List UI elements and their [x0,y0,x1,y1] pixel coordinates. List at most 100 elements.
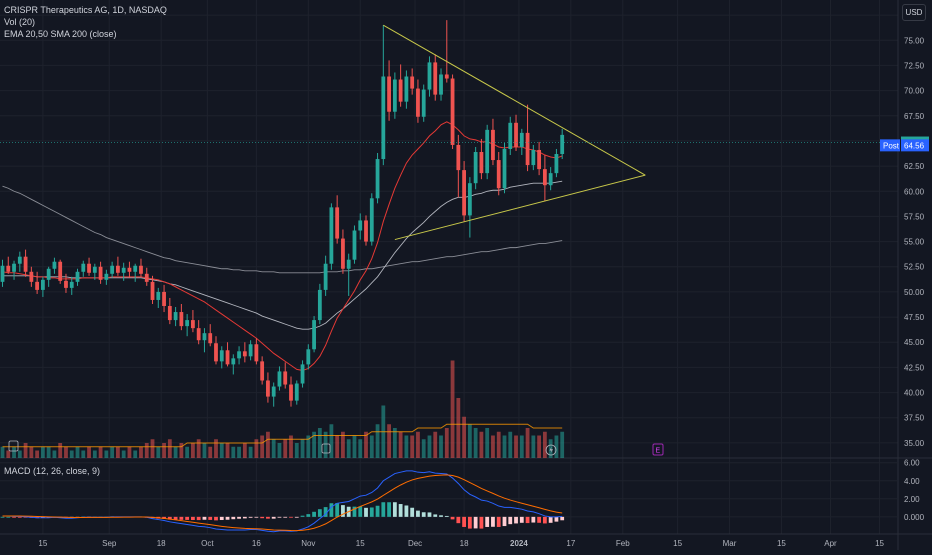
currency-button[interactable]: USD [902,4,926,21]
price-axis-tick: 60.00 [904,187,925,196]
macd-histogram-bar [508,516,513,525]
candle-body [398,79,403,102]
volume-bar [191,443,195,458]
post-price-tag [901,139,929,152]
candle-body [335,207,340,239]
volume-bar [346,439,351,458]
volume-bar [139,446,143,458]
macd-histogram-bar [369,507,374,517]
volume-bar [433,431,438,458]
volume-bar [450,360,455,458]
volume-bar [369,435,374,458]
volume-bar [81,450,86,458]
candle-body [40,279,45,290]
candle-body [346,259,351,269]
candle-body [35,281,40,290]
candle-body [196,328,201,341]
candle-body [329,207,334,264]
post-price-label: 64.56 [904,141,925,150]
volume-bar [317,428,322,458]
macd-histogram-bar [525,516,530,524]
volume-indicator-label[interactable]: Vol (20) [4,17,36,27]
macd-histogram-bar [514,516,518,524]
macd-histogram-bar [260,516,265,519]
macd-histogram-bar [398,504,403,517]
candle-body [173,312,178,321]
bolt-icon [549,446,553,454]
macd-histogram-bar [467,516,472,529]
candle-body [317,289,322,321]
candle-body [294,383,299,401]
volume-bar [485,428,490,458]
price-axis-tick: 50.00 [904,288,925,297]
time-axis-tick: Oct [201,539,214,548]
candle-body [191,320,195,329]
volume-bar [554,435,559,458]
macd-histogram-bar [208,516,213,520]
candle-body [410,76,415,89]
volume-bar [387,424,391,458]
candle-body [46,268,51,280]
candle-body [6,265,11,272]
candle-body [219,350,224,362]
volume-bar [491,435,495,458]
time-axis-tick: 15 [356,539,365,548]
volume-bar [202,443,207,458]
volume-bar [531,435,536,458]
macd-histogram-bar [300,515,305,517]
candle-body [260,361,265,381]
volume-bar [87,446,91,458]
macd-axis-tick: 4.00 [904,477,920,486]
volume-bar [364,431,368,458]
volume-bar [167,439,172,458]
volume-bar [479,431,484,458]
volume-bar [427,435,432,458]
macd-histogram-bar [473,516,478,529]
candle-body [271,386,276,397]
macd-histogram-bar [12,516,16,518]
time-axis-tick: Sep [102,539,117,548]
volume-bar [277,443,282,458]
time-axis-tick: 18 [157,539,166,548]
price-axis-tick: 47.50 [904,313,925,322]
volume-ma-line [2,423,563,448]
time-axis-tick: 18 [460,539,469,548]
candle-body [358,220,363,231]
candle-body [75,271,80,282]
dividend-icon [321,443,331,454]
candle-body [248,344,253,357]
volume-bar [421,439,426,458]
post-market-tag-label: Post [883,141,900,150]
macd-axis-tick: 2.00 [904,495,920,504]
volume-bar [116,446,120,458]
candle-body [202,333,207,341]
volume-bar [439,435,443,458]
candle-body [162,291,166,307]
volume-bar [35,450,40,458]
moving-averages-indicator-label[interactable]: EMA 20,50 SMA 200 (close) [4,29,117,39]
volume-bar [185,446,190,458]
candle-body [323,263,328,290]
macd-histogram-bar [242,516,247,519]
candle-body [179,312,184,327]
candle-body [421,89,426,117]
macd-histogram-bar [196,516,201,521]
time-axis-tick: 17 [566,539,575,548]
candle-body [548,173,553,186]
volume-bar [542,431,547,458]
macd-histogram-bar [485,516,490,527]
macd-histogram-bar [352,506,357,517]
macd-histogram-bar [329,503,334,517]
time-axis-tick: Mar [723,539,737,548]
volume-bar [312,431,316,458]
time-axis-tick: 15 [875,539,884,548]
candle-body [58,261,63,281]
candle-body [110,265,115,274]
volume-bar [467,424,472,458]
candle-body [87,263,91,273]
candle-body [312,320,316,350]
candle-body [306,349,311,365]
macd-indicator-label[interactable]: MACD (12, 26, close, 9) [4,466,101,476]
volume-bar [329,424,334,458]
